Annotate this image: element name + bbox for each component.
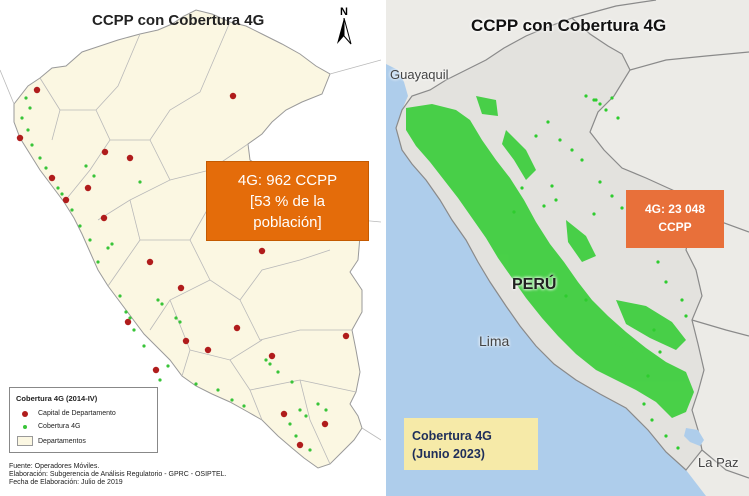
legend-item-coverage: Cobertura 4G — [16, 423, 80, 430]
north-arrow-icon: N — [333, 6, 355, 51]
left-map-canvas — [0, 9, 381, 469]
legend-label: Cobertura 4G — [38, 423, 81, 430]
source-line-3: Fecha de Elaboración: Julio de 2019 — [9, 479, 123, 486]
legend-item-capital: Capital de Departamento — [16, 410, 116, 417]
legend-title: Cobertura 4G (2014-IV) — [16, 394, 98, 403]
stat-line-3: población] — [253, 214, 322, 231]
capital-markers — [16, 86, 350, 449]
left-map-panel: CCPP con Cobertura 4G N 4G: 962 CCPP [53… — [0, 0, 382, 496]
place-label-peru: PERÚ — [512, 276, 557, 293]
right-map-title: CCPP con Cobertura 4G — [471, 16, 667, 35]
place-label-lima: Lima — [479, 333, 510, 349]
coverage-points-left — [20, 96, 328, 452]
legend-right-line-2: (Junio 2023) — [412, 447, 485, 461]
legend-label: Capital de Departamento — [38, 410, 116, 417]
north-arrow-shape — [337, 17, 352, 45]
stat-line-1: 4G: 962 CCPP — [237, 172, 338, 189]
right-map-canvas — [386, 0, 749, 496]
source-note: Fuente: Operadores Móviles. Elaboración:… — [9, 463, 227, 487]
place-label-guayaquil: Guayaquil — [390, 67, 449, 82]
stat-line-2: CCPP — [658, 220, 692, 234]
legend-right: Cobertura 4G (Junio 2023) — [404, 418, 538, 470]
source-line-2: Elaboración: Subgerencia de Análisis Reg… — [9, 471, 227, 478]
stat-line-1: 4G: 23 048 — [644, 202, 706, 216]
green-dot-icon — [23, 424, 27, 429]
left-map-title: CCPP con Cobertura 4G — [92, 12, 265, 29]
panel-divider — [381, 0, 386, 496]
red-dot-icon — [22, 410, 28, 417]
area-swatch-icon — [17, 436, 33, 446]
legend-item-departments: Departamentos — [16, 436, 86, 446]
stat-line-2: [53 % de la — [249, 193, 326, 210]
stat-box-right: 4G: 23 048 CCPP — [626, 190, 724, 248]
legend-label: Departamentos — [38, 437, 86, 445]
source-line-1: Fuente: Operadores Móviles. — [9, 463, 100, 470]
place-label-lapaz: La Paz — [698, 455, 739, 470]
lake-titicaca — [684, 428, 704, 446]
legend-left: Cobertura 4G (2014-IV) Capital de Depart… — [9, 387, 158, 453]
stat-box-left: 4G: 962 CCPP [53 % de la población] — [206, 161, 369, 241]
north-label: N — [340, 6, 348, 18]
department-borders — [39, 21, 357, 465]
legend-right-line-1: Cobertura 4G — [412, 429, 492, 443]
peru-territory — [13, 9, 363, 469]
right-map-panel: CCPP con Cobertura 4G Guayaquil PERÚ Lim… — [386, 0, 749, 496]
coverage-cluster — [406, 96, 694, 418]
neighbour-borders — [0, 59, 381, 441]
